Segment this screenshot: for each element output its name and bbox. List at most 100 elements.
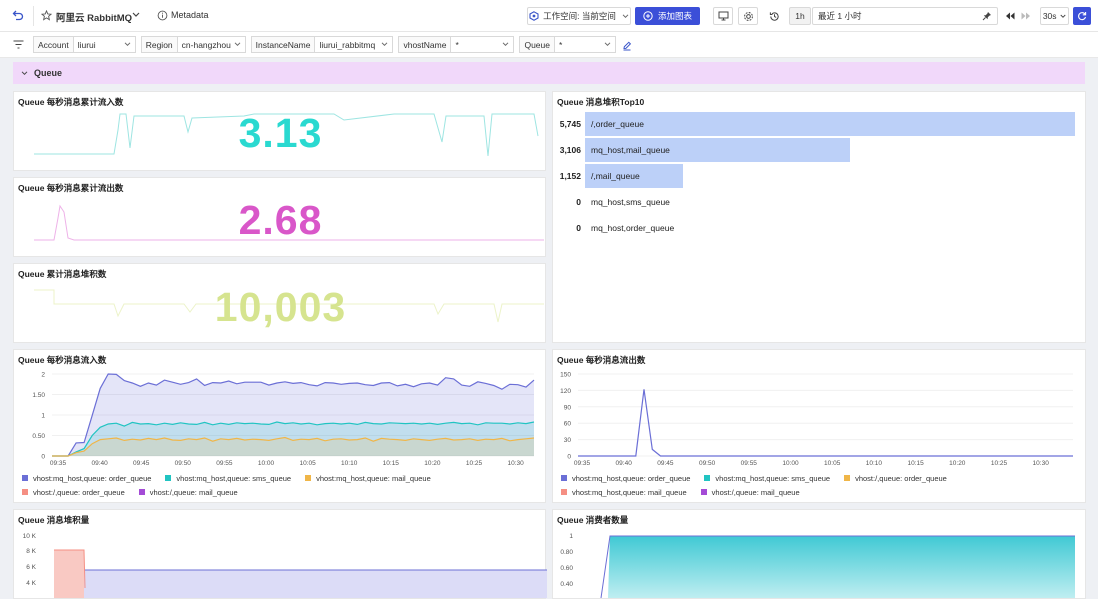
settings-button[interactable]	[738, 7, 758, 25]
star-icon[interactable]	[41, 10, 52, 21]
legend-item[interactable]: vhost:mq_host,queue: sms_queue	[704, 471, 830, 485]
filter-instance-name[interactable]: InstanceName liurui_rabbitmq	[250, 36, 394, 53]
outflow-timeseries-panel[interactable]: Queue 每秒消息流出数 0 30 60 90 120 150 09:35 09:40 09:…	[552, 349, 1086, 503]
time-back-button[interactable]	[1002, 7, 1018, 25]
screen-mode-button[interactable]	[713, 7, 733, 25]
inflow-timeseries-panel[interactable]: Queue 每秒消息流入数 0 0.50 1 1.50 2 09:35 09:40 09:45…	[13, 349, 546, 503]
outflow-chart: 0 30 60 90 120 150 09:35 09:40 09:45 09:50 09:55 10…	[560, 372, 1073, 467]
legend-label: vhost:mq_host,queue: sms_queue	[176, 473, 292, 483]
legend-item[interactable]: vhost:mq_host,queue: order_queue	[22, 471, 151, 485]
bar: /,order_queue	[585, 112, 1075, 136]
y-tick-label: 30	[564, 437, 572, 444]
bar-row[interactable]: 0 mq_host,order_queue	[553, 216, 1087, 240]
rewind-icon	[1006, 12, 1015, 20]
legend-item[interactable]: vhost:/,queue: order_queue	[844, 471, 947, 485]
panel-title: Queue 每秒消息流出数	[557, 355, 646, 365]
filter-account[interactable]: Account liurui	[33, 36, 136, 53]
filter-group: Account liurui Region cn-hangzhou Instan…	[33, 36, 632, 53]
stat-panel-inflow[interactable]: Queue 每秒消息累计流入数 3.13	[13, 91, 546, 171]
filter-vhost-name[interactable]: vhostName *	[398, 36, 515, 53]
y-tick-label: 0	[567, 454, 571, 461]
y-tick-label: 0.60	[560, 565, 573, 572]
filter-value: *	[451, 37, 513, 52]
metadata-link[interactable]: Metadata	[171, 10, 209, 20]
area-series-purple	[54, 570, 547, 598]
bar-fill	[585, 112, 1075, 136]
refresh-button[interactable]	[1073, 7, 1091, 25]
legend-swatch	[844, 475, 851, 481]
y-tick-label: 0.40	[560, 581, 573, 588]
bar-label: /,mail_queue	[591, 171, 640, 181]
bar-row[interactable]: 3,106 mq_host,mail_queue	[553, 138, 1087, 162]
refresh-interval-label: 30s	[1042, 11, 1057, 21]
legend-swatch	[165, 475, 172, 481]
add-chart-label: 添加图表	[657, 11, 692, 21]
row-header-queue[interactable]: Queue	[13, 62, 1085, 84]
backlog-timeseries-panel[interactable]: Queue 消息堆积量 10 K 8 K 6 K 4 K	[13, 509, 547, 599]
time-quick-select[interactable]: 1h	[789, 7, 811, 25]
stat-value: 3.13	[238, 110, 323, 156]
x-tick-label: 09:55	[216, 460, 233, 467]
legend-item[interactable]: vhost:/,queue: mail_queue	[138, 485, 238, 499]
chevron-down-icon	[234, 42, 241, 47]
stat-panel-backlog[interactable]: Queue 累计消息堆积数 10,003	[13, 263, 546, 343]
dashboard-title[interactable]: 阿里云 RabbitMQ	[56, 13, 132, 24]
line-series	[52, 373, 535, 457]
bar-row[interactable]: 5,745 /,order_queue	[553, 112, 1087, 136]
bar-label: mq_host,order_queue	[591, 223, 675, 233]
refresh-interval-select[interactable]: 30s	[1040, 7, 1069, 25]
legend-label: vhost:mq_host,queue: sms_queue	[715, 473, 831, 483]
chevron-down-icon[interactable]	[132, 12, 140, 18]
bar-label: mq_host,mail_queue	[591, 145, 670, 155]
plus-circle-icon	[643, 11, 653, 21]
x-tick-label: 10:00	[258, 460, 275, 467]
legend-item[interactable]: vhost:mq_host,queue: mail_queue	[561, 485, 687, 499]
x-tick-label: 09:35	[574, 460, 591, 467]
legend-item[interactable]: vhost:mq_host,queue: order_queue	[561, 471, 690, 485]
workspace-icon	[529, 11, 539, 21]
refresh-icon	[1078, 12, 1087, 21]
top10-panel[interactable]: Queue 消息堆积Top10 5,745 /,order_queue 3,106 m…	[552, 91, 1086, 343]
legend-item[interactable]: vhost:mq_host,queue: sms_queue	[165, 471, 291, 485]
time-range-picker[interactable]: 最近 1 小时	[812, 7, 998, 25]
bar-label: mq_host,sms_queue	[591, 197, 670, 207]
bar-row[interactable]: 0 mq_host,sms_queue	[553, 190, 1087, 214]
filter-region[interactable]: Region cn-hangzhou	[140, 36, 246, 53]
consumer-count-panel[interactable]: Queue 消费者数量 1 0.80 0.60 0.40	[552, 509, 1086, 599]
pin-icon[interactable]	[982, 11, 992, 21]
x-tick-label: 10:10	[866, 460, 883, 467]
legend-swatch	[305, 475, 312, 481]
legend-swatch	[561, 475, 567, 481]
back-icon[interactable]	[12, 9, 24, 21]
history-button[interactable]	[764, 7, 784, 25]
filter-label: Account	[34, 37, 74, 52]
legend-item[interactable]: vhost:/,queue: mail_queue	[700, 485, 800, 499]
filter-icon[interactable]	[13, 40, 24, 49]
add-chart-button[interactable]: 添加图表	[635, 7, 700, 25]
legend-label: vhost:/,queue: order_queue	[33, 487, 125, 497]
workspace-selector[interactable]: 工作空间: 当前空间	[527, 7, 631, 25]
bar-value: 3,106	[559, 145, 581, 155]
filter-value: *	[555, 37, 615, 52]
bar-value: 0	[576, 223, 581, 233]
stat-panel-outflow[interactable]: Queue 每秒消息累计流出数 2.68	[13, 177, 546, 257]
legend-item[interactable]: vhost:mq_host,queue: mail_queue	[305, 471, 431, 485]
bar-list: 5,745 /,order_queue 3,106 mq_host,mail_queu…	[553, 112, 1087, 262]
filter-label: Queue	[520, 37, 555, 52]
panel-title: Queue 每秒消息累计流入数	[18, 97, 124, 107]
row-title: Queue	[34, 68, 63, 78]
y-tick-label: 1.50	[32, 392, 45, 399]
legend-item[interactable]: vhost:/,queue: order_queue	[22, 485, 125, 499]
x-tick-label: 10:05	[824, 460, 841, 467]
time-forward-button[interactable]	[1018, 7, 1034, 25]
info-icon[interactable]	[157, 10, 168, 21]
x-tick-label: 09:45	[657, 460, 674, 467]
bar-value: 0	[576, 197, 581, 207]
filter-value: liurui_rabbitmq	[315, 37, 392, 52]
edit-icon[interactable]	[622, 39, 632, 53]
filter-queue[interactable]: Queue *	[519, 36, 616, 53]
bar-row[interactable]: 1,152 /,mail_queue	[553, 164, 1087, 188]
chevron-down-icon[interactable]	[21, 70, 28, 76]
chevron-down-icon	[124, 42, 131, 47]
y-tick-label: 0.50	[32, 433, 45, 440]
